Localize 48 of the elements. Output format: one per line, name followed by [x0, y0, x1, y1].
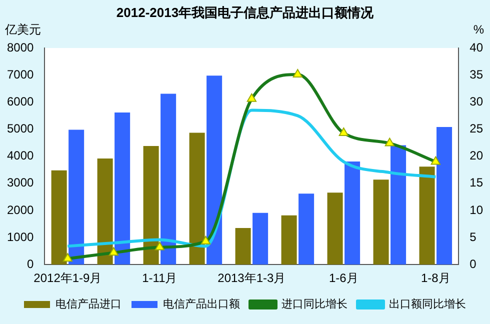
- y-tick-label: 8000: [6, 40, 34, 54]
- bar: [252, 212, 268, 265]
- y-tick-label: 1000: [6, 230, 34, 244]
- legend-label: 电信产品进口: [56, 298, 122, 311]
- y2-tick-label: 0: [470, 256, 477, 271]
- legend-label: 出口额同比增长: [389, 298, 466, 311]
- y-tick-label: 6000: [6, 94, 34, 108]
- bar: [51, 170, 67, 265]
- y-tick-label: 0: [27, 256, 34, 271]
- bar: [189, 132, 205, 265]
- bar: [298, 194, 314, 265]
- bar: [143, 146, 159, 265]
- y-axis-title: 亿美元: [4, 22, 41, 36]
- y2-tick-label: 30: [470, 94, 484, 108]
- y2-tick-label: 40: [470, 40, 484, 54]
- chart-title: 2012-2013年我国电子信息产品进出口额情况: [116, 5, 375, 20]
- bar: [160, 94, 176, 265]
- x-tick-label: 1-8月: [420, 271, 450, 286]
- y2-tick-label: 25: [470, 122, 484, 136]
- y-tick-label: 3000: [6, 176, 34, 190]
- bar: [68, 130, 84, 265]
- bar: [235, 228, 251, 265]
- y-tick-label: 7000: [6, 67, 34, 82]
- x-tick-label: 2013年1-3月: [218, 271, 286, 286]
- x-tick-label: 1-11月: [142, 271, 178, 286]
- bar: [327, 192, 343, 265]
- legend-label: 电信产品出口额: [163, 298, 240, 311]
- bar: [114, 112, 130, 265]
- bar: [206, 76, 222, 265]
- y-tick-label: 4000: [6, 148, 34, 163]
- bar: [419, 166, 435, 265]
- bar: [344, 161, 360, 265]
- y2-tick-label: 5: [470, 230, 477, 244]
- y2-tick-label: 20: [470, 148, 484, 163]
- x-tick-label: 2012年1-9月: [34, 271, 102, 286]
- y2-tick-label: 10: [470, 202, 484, 217]
- y2-axis-title: %: [473, 22, 484, 36]
- y-tick-label: 5000: [6, 122, 34, 136]
- y-tick-label: 2000: [6, 202, 34, 217]
- bar: [97, 158, 113, 265]
- bar: [436, 127, 452, 265]
- x-tick-label: 1-6月: [328, 271, 358, 286]
- bar: [390, 145, 406, 265]
- y2-tick-label: 35: [470, 67, 484, 82]
- bar: [373, 180, 389, 265]
- legend-label: 进口同比增长: [282, 298, 348, 311]
- y2-tick-label: 15: [470, 176, 484, 190]
- bar: [281, 215, 297, 265]
